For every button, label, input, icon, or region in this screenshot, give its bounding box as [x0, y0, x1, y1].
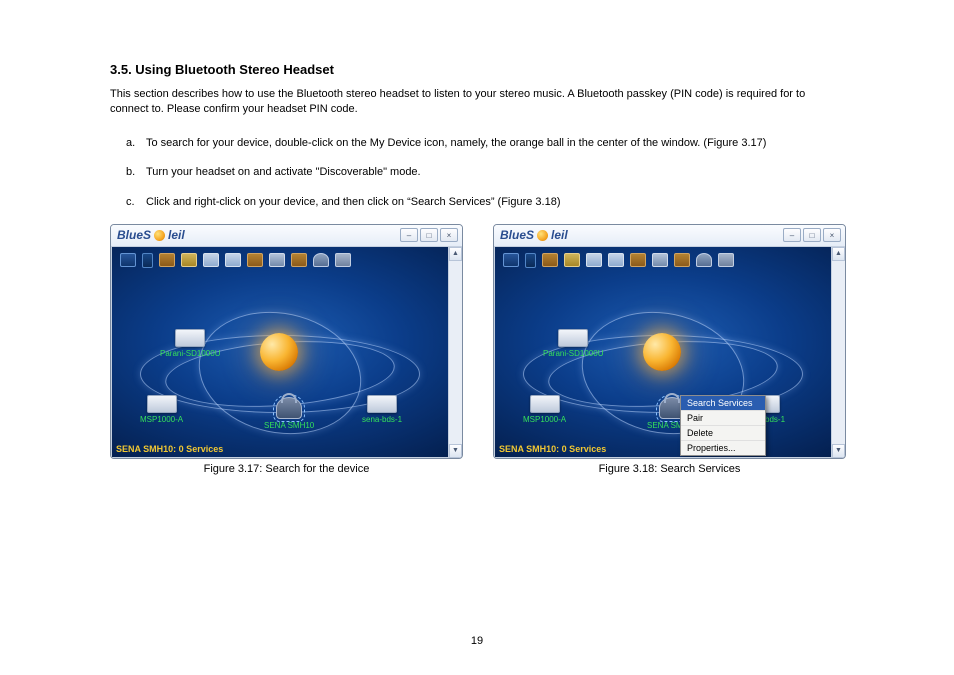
msp-device[interactable]: MSP1000-A	[140, 395, 183, 424]
device-icon[interactable]	[147, 395, 177, 413]
device-label: SENA SMH10	[264, 421, 314, 430]
device-icon[interactable]	[367, 395, 397, 413]
my-device-orb[interactable]	[260, 333, 298, 371]
context-menu-item[interactable]: Search Services	[681, 396, 765, 411]
doc-icon[interactable]	[225, 253, 241, 267]
step-text: Turn your headset on and activate "Disco…	[146, 166, 421, 178]
vertical-scrollbar[interactable]: ▲▼	[831, 247, 845, 458]
router-device[interactable]: Parani-SD1000U	[160, 329, 220, 358]
section-intro: This section describes how to use the Bl…	[110, 87, 844, 118]
device-canvas[interactable]: Parani-SD1000U MSP1000-A SENA SMH10 sena-bd…	[111, 247, 448, 458]
sun-icon	[537, 230, 548, 241]
folder-icon[interactable]	[181, 253, 197, 267]
grey-icon[interactable]	[335, 253, 351, 267]
sena-device[interactable]: sena-bds-1	[362, 395, 402, 424]
card-icon[interactable]	[674, 253, 690, 267]
bluesoleil-window: BlueS leil –□× Parani-SD1000U MSP1000-A SENA …	[493, 224, 846, 459]
device-icon[interactable]	[530, 395, 560, 413]
doc-icon[interactable]	[586, 253, 602, 267]
context-menu-item[interactable]: Properties...	[681, 441, 765, 455]
grey-icon[interactable]	[718, 253, 734, 267]
window-titlebar[interactable]: BlueS leil –□×	[494, 225, 845, 247]
device-label: Parani-SD1000U	[160, 349, 220, 358]
context-menu-item[interactable]: Pair	[681, 411, 765, 426]
headphones-icon[interactable]	[313, 253, 329, 267]
window-titlebar[interactable]: BlueS leil –□×	[111, 225, 462, 247]
app-brand: BlueS leil	[117, 228, 185, 242]
card-icon[interactable]	[630, 253, 646, 267]
brand-prefix: BlueS	[500, 228, 534, 242]
router-device[interactable]: Parani-SD1000U	[543, 329, 603, 358]
content-area: Parani-SD1000U MSP1000-A SENA SMH10 sena-bd…	[111, 247, 462, 458]
context-menu: Search ServicesPairDeleteProperties...	[680, 395, 766, 456]
my-device-orb[interactable]	[643, 333, 681, 371]
step-marker: a.	[126, 136, 135, 151]
headset-device[interactable]: SENA SMH10	[264, 397, 314, 430]
maximize-button[interactable]: □	[803, 228, 821, 242]
minimize-button[interactable]: –	[783, 228, 801, 242]
scroll-up-button[interactable]: ▲	[832, 247, 845, 261]
card-icon[interactable]	[159, 253, 175, 267]
headphones-icon[interactable]	[696, 253, 712, 267]
status-bar: SENA SMH10: 0 Services	[116, 444, 223, 454]
scroll-down-button[interactable]: ▼	[832, 444, 845, 458]
sun-icon	[154, 230, 165, 241]
figure-caption: Figure 3.17: Search for the device	[110, 463, 463, 475]
vertical-scrollbar[interactable]: ▲▼	[448, 247, 462, 458]
phone-icon[interactable]	[142, 253, 153, 268]
step-marker: b.	[126, 165, 135, 180]
device-canvas[interactable]: Parani-SD1000UMSP1000-ASENA SMH10sena-bd…	[494, 247, 831, 458]
card-icon[interactable]	[247, 253, 263, 267]
card-icon[interactable]	[542, 253, 558, 267]
window-buttons: –□×	[400, 228, 458, 242]
page-number: 19	[0, 635, 954, 647]
monitor-icon[interactable]	[503, 253, 519, 267]
folder-icon[interactable]	[564, 253, 580, 267]
service-toolbar	[120, 253, 351, 268]
brand-suffix: leil	[168, 228, 185, 242]
figures-row: BlueSleil–□×Parani-SD1000UMSP1000-ASENA …	[110, 224, 844, 475]
step-a: a. To search for your device, double-cli…	[126, 136, 844, 151]
msp-device[interactable]: MSP1000-A	[523, 395, 566, 424]
context-menu-item[interactable]: Delete	[681, 426, 765, 441]
doc-icon[interactable]	[203, 253, 219, 267]
scroll-up-button[interactable]: ▲	[449, 247, 462, 261]
step-text: Click and right-click on your device, an…	[146, 196, 561, 208]
step-c: c. Click and right-click on your device,…	[126, 195, 844, 210]
device-label: MSP1000-A	[140, 415, 183, 424]
status-bar: SENA SMH10: 0 Services	[499, 444, 606, 454]
close-button[interactable]: ×	[823, 228, 841, 242]
scroll-down-button[interactable]: ▼	[449, 444, 462, 458]
figure-left: BlueS leil –□× Parani-SD1000U MSP1000-A SENA …	[110, 224, 463, 475]
phone-icon[interactable]	[525, 253, 536, 268]
service-toolbar	[503, 253, 734, 268]
section-heading: 3.5. Using Bluetooth Stereo Headset	[110, 62, 844, 77]
close-button[interactable]: ×	[440, 228, 458, 242]
steps-list: a. To search for your device, double-cli…	[126, 136, 844, 210]
maximize-button[interactable]: □	[420, 228, 438, 242]
content-area: Parani-SD1000UMSP1000-ASENA SMH10sena-bd…	[494, 247, 845, 458]
figure-caption: Figure 3.18: Search Services	[493, 463, 846, 475]
brand-prefix: BlueS	[117, 228, 151, 242]
headphones-icon[interactable]	[276, 397, 302, 419]
step-text: To search for your device, double-click …	[146, 137, 766, 149]
brand-suffix: leil	[551, 228, 568, 242]
card-icon[interactable]	[291, 253, 307, 267]
window-buttons: –□×	[783, 228, 841, 242]
device-label: sena-bds-1	[362, 415, 402, 424]
bluesoleil-window: BlueS leil –□× Parani-SD1000U MSP1000-A SENA …	[110, 224, 463, 459]
figure-right: BlueS leil –□× Parani-SD1000U MSP1000-A SENA …	[493, 224, 846, 475]
device-icon[interactable]	[175, 329, 205, 347]
doc-icon[interactable]	[608, 253, 624, 267]
app-brand: BlueS leil	[500, 228, 568, 242]
device-icon[interactable]	[558, 329, 588, 347]
step-marker: c.	[126, 195, 135, 210]
device-label: Parani-SD1000U	[543, 349, 603, 358]
minimize-button[interactable]: –	[400, 228, 418, 242]
printer-icon[interactable]	[269, 253, 285, 267]
step-b: b. Turn your headset on and activate "Di…	[126, 165, 844, 180]
device-label: MSP1000-A	[523, 415, 566, 424]
printer-icon[interactable]	[652, 253, 668, 267]
monitor-icon[interactable]	[120, 253, 136, 267]
